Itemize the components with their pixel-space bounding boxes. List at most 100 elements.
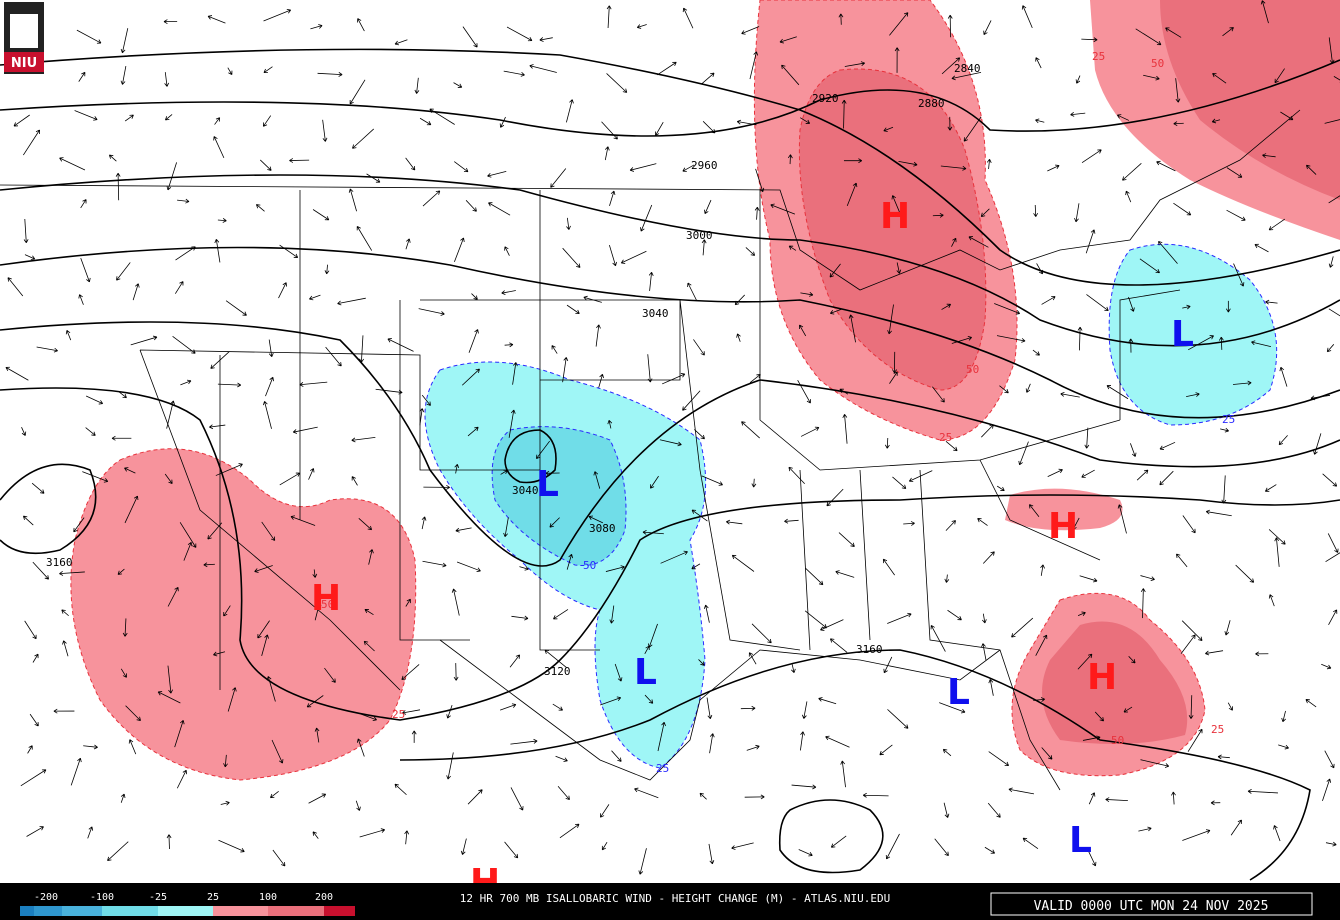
wind-arrow — [891, 195, 902, 216]
wind-arrow — [986, 158, 992, 170]
wind-arrow — [227, 687, 237, 712]
wind-arrow — [120, 28, 129, 54]
wind-arrow — [606, 5, 612, 29]
wind-arrow — [1032, 349, 1040, 356]
wind-arrow — [1140, 759, 1170, 768]
wind-arrow — [1105, 797, 1128, 803]
wind-arrow — [76, 29, 102, 44]
wind-arrow — [358, 713, 377, 722]
wind-arrow — [266, 676, 276, 702]
wind-arrow — [981, 424, 994, 438]
fall-area — [1108, 243, 1278, 426]
wind-arrow — [1310, 394, 1331, 401]
wind-arrow — [203, 562, 215, 568]
wind-arrow — [167, 665, 173, 694]
wind-arrow — [356, 738, 365, 757]
wind-arrow — [124, 467, 136, 474]
wind-arrow — [74, 110, 98, 121]
wind-arrow — [977, 518, 988, 526]
wind-arrow — [468, 329, 479, 353]
wind-arrow — [840, 760, 846, 788]
wind-arrow — [465, 200, 477, 212]
wind-arrow — [1176, 553, 1188, 568]
valid-box — [990, 892, 1313, 916]
wind-arrow — [32, 653, 39, 663]
wind-arrow — [549, 517, 560, 528]
wind-arrow — [583, 295, 602, 303]
legend-swatch — [62, 906, 102, 916]
wind-arrow — [359, 828, 386, 838]
wind-arrow — [600, 804, 610, 818]
wind-arrow — [941, 303, 952, 310]
wind-arrow — [405, 598, 411, 607]
legend-swatch — [102, 906, 158, 916]
wind-arrow — [337, 297, 366, 306]
wind-arrow — [650, 475, 659, 489]
wind-arrow — [947, 14, 953, 38]
wind-arrow — [800, 426, 820, 437]
wind-arrow — [1205, 650, 1224, 656]
wind-arrow — [1268, 529, 1286, 545]
wind-arrow — [73, 517, 85, 533]
wind-arrow — [164, 72, 170, 87]
wind-arrow — [826, 488, 844, 507]
wind-arrow — [655, 121, 664, 136]
wind-arrow — [1274, 68, 1285, 84]
wind-arrow — [85, 395, 104, 405]
high-center: H — [1048, 506, 1078, 547]
wind-arrow — [944, 574, 950, 583]
change-label: 25 — [1211, 723, 1224, 736]
contour-label: 2880 — [918, 97, 945, 110]
wind-arrow — [659, 439, 682, 447]
wind-arrow — [648, 271, 654, 291]
wind-arrow — [501, 290, 516, 295]
wind-arrow — [20, 769, 47, 787]
wind-arrow — [172, 336, 196, 354]
wind-arrow — [1186, 392, 1200, 397]
wind-arrow — [314, 727, 320, 743]
wind-arrow — [1159, 441, 1176, 450]
wind-arrow — [781, 64, 800, 86]
wind-arrow — [306, 695, 324, 708]
wind-arrow — [829, 638, 848, 653]
change-labels: 25 50 50 25 50 25 25 50 25 50 25 — [321, 50, 1235, 775]
wind-arrow — [636, 24, 647, 29]
wind-arrow — [59, 157, 86, 171]
wind-arrow — [456, 561, 481, 573]
wind-arrow — [987, 802, 1001, 818]
height-contours — [0, 48, 1340, 881]
wind-arrow — [279, 244, 299, 258]
wind-arrow — [788, 245, 797, 251]
fall-area-strong — [491, 426, 627, 567]
wind-arrow — [217, 382, 242, 388]
wind-arrow — [614, 663, 623, 682]
wind-arrow — [270, 791, 279, 799]
high-center: H — [880, 196, 910, 237]
wind-arrow — [418, 308, 445, 316]
wind-arrow — [488, 202, 511, 216]
wind-arrow — [552, 703, 563, 711]
wind-arrow — [355, 800, 361, 811]
wind-arrow — [838, 13, 844, 25]
wind-arrow — [124, 114, 134, 122]
low-center: L — [1171, 314, 1194, 355]
wind-arrow — [1175, 78, 1181, 103]
wind-arrow — [536, 440, 550, 460]
wind-arrow — [562, 357, 569, 383]
wind-arrow — [846, 182, 858, 207]
wind-arrow — [356, 226, 373, 251]
wind-arrow — [1123, 706, 1133, 713]
wind-arrow — [1187, 335, 1214, 351]
wind-arrow — [1138, 826, 1152, 832]
wind-arrow — [24, 620, 37, 640]
wind-arrow — [1084, 427, 1090, 449]
footer-title: 12 HR 700 MB ISALLOBARIC WIND - HEIGHT C… — [460, 892, 890, 905]
wind-arrow — [745, 247, 756, 256]
wind-arrow — [359, 335, 364, 363]
wind-arrow — [225, 300, 247, 316]
wind-arrow — [504, 841, 519, 859]
color-legend: -200 -100 -25 25 100 200 — [20, 892, 355, 916]
wind-arrow — [262, 115, 272, 127]
wind-arrow — [1135, 28, 1162, 46]
wind-arrow — [227, 67, 233, 75]
